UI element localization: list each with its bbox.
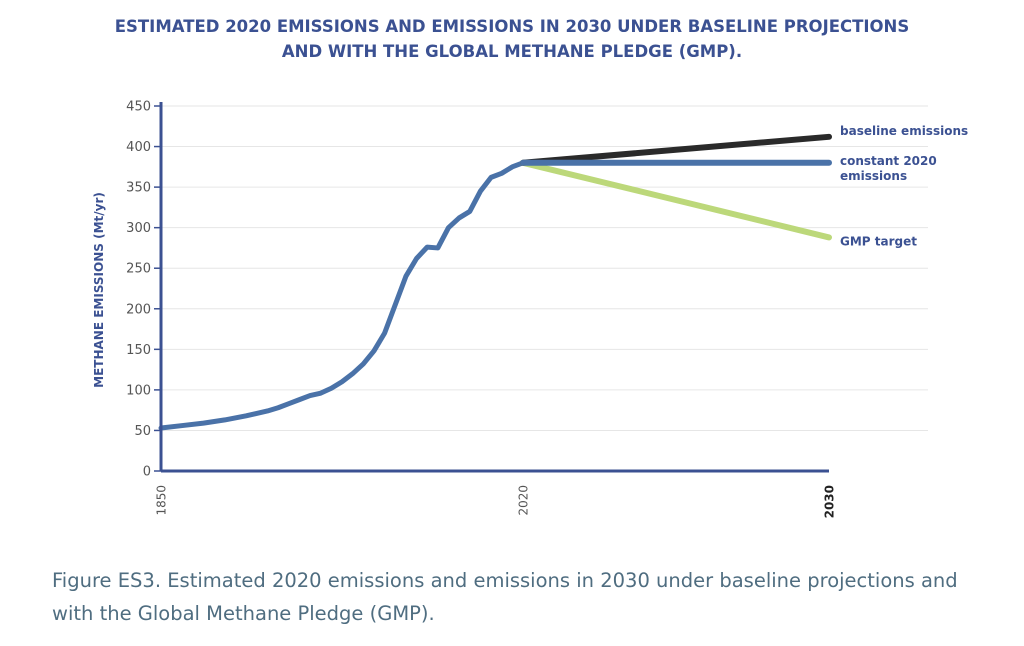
historical-emissions-line — [158, 160, 526, 431]
projection-line — [520, 133, 832, 166]
gridlines — [161, 105, 928, 431]
chart-title: ESTIMATED 2020 EMISSIONS AND EMISSIONS I… — [0, 14, 1024, 64]
series-label: GMP target — [840, 234, 917, 248]
x-tick-label: 1850 — [155, 485, 169, 516]
x-tick-label: 2020 — [517, 485, 531, 516]
y-tick-label: 400 — [126, 140, 151, 155]
chart-title-line-1: ESTIMATED 2020 EMISSIONS AND EMISSIONS I… — [114, 17, 910, 36]
series-lines — [158, 133, 832, 431]
x-axis-ticks: 1850 2020 2030 — [155, 485, 837, 518]
y-axis-ticks: 0 50 100 150 200 250 300 350 400 450 — [126, 100, 161, 480]
chart-title-line-2: AND WITH THE GLOBAL METHANE PLEDGE (GMP)… — [281, 42, 743, 61]
y-tick-label: 350 — [126, 181, 151, 196]
series-labels: baseline emissions constant 2020 emissions… — [840, 124, 968, 249]
y-tick-label: 0 — [143, 465, 151, 480]
y-tick-label: 250 — [126, 262, 151, 277]
series-label: baseline emissions — [840, 124, 968, 138]
y-tick-label: 450 — [126, 100, 151, 115]
y-tick-label: 50 — [134, 424, 151, 439]
figure-caption: Figure ES3. Estimated 2020 emissions and… — [52, 569, 958, 625]
y-tick-label: 300 — [126, 221, 151, 236]
projection-line — [520, 159, 832, 241]
axes — [159, 102, 829, 473]
y-tick-label: 200 — [126, 302, 151, 317]
y-tick-label: 100 — [126, 383, 151, 398]
series-label: constant 2020 emissions — [840, 154, 937, 183]
x-tick-label: 2030 — [823, 485, 837, 518]
y-tick-label: 150 — [126, 343, 151, 358]
y-axis-title: METHANE EMISSIONS (Mt/yr) — [92, 192, 106, 388]
